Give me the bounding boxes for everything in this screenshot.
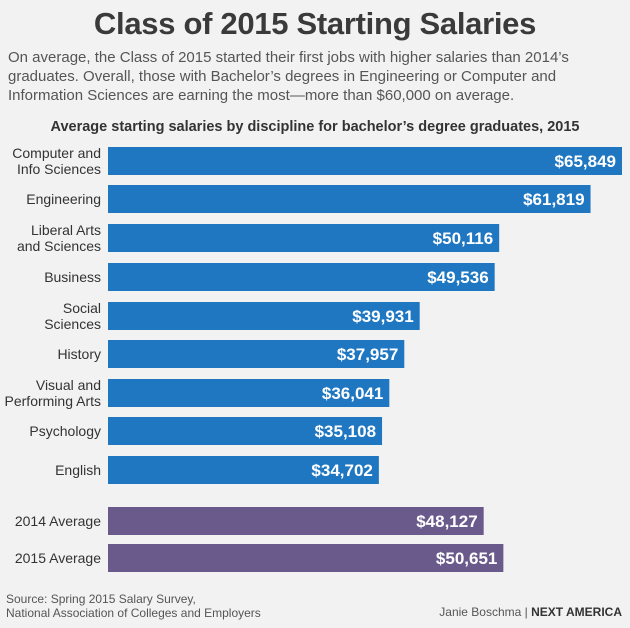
credit-author: Janie Boschma [439, 605, 522, 619]
bar-6 [108, 379, 390, 407]
category-label: Psychology [29, 423, 101, 439]
category-label: 2015 Average [15, 550, 101, 566]
bar-value-label: $39,931 [352, 307, 413, 326]
bar-chart: $65,849 Computer and Info Sciences $61,819 E… [5, 145, 622, 572]
credit-line: Janie Boschma | NEXT AMERICA [439, 605, 622, 619]
bar-8 [108, 456, 379, 484]
category-label: Liberal Arts and Sciences [17, 222, 101, 254]
bar-value-label: $50,651 [436, 549, 497, 568]
bar-9 [108, 507, 484, 535]
category-label: 2014 Average [15, 513, 101, 529]
bar-value-label: $36,041 [322, 384, 383, 403]
bar-2 [108, 224, 500, 252]
source-note: Source: Spring 2015 Salary Survey, Natio… [6, 592, 261, 620]
page-subtitle: On average, the Class of 2015 started th… [8, 49, 569, 104]
category-label: Social Sciences [44, 300, 101, 332]
credit-brand: NEXT AMERICA [531, 605, 622, 619]
bar-value-label: $35,108 [315, 422, 376, 441]
category-label: Business [44, 269, 101, 285]
source-line-1: Source: Spring 2015 Salary Survey, [6, 592, 196, 606]
bar-7 [108, 417, 383, 445]
chart-title: Average starting salaries by discipline … [50, 119, 580, 135]
bar-3 [108, 263, 495, 291]
category-label: Computer and Info Sciences [12, 145, 101, 177]
bar-value-label: $34,702 [311, 461, 372, 480]
bar-value-label: $65,849 [555, 152, 616, 171]
bar-value-label: $61,819 [523, 190, 584, 209]
credit-separator: | [521, 605, 532, 619]
bar-4 [108, 302, 420, 330]
bar-1 [108, 185, 591, 213]
category-label: History [57, 346, 101, 362]
bar-10 [108, 544, 504, 572]
bar-value-label: $49,536 [427, 268, 488, 287]
page-title: Class of 2015 Starting Salaries [93, 6, 537, 41]
bar-5 [108, 340, 405, 368]
source-line-2: National Association of Colleges and Emp… [6, 606, 261, 620]
bar-value-label: $48,127 [416, 512, 477, 531]
category-label: Visual and Performing Arts [5, 377, 101, 409]
bar-value-label: $50,116 [433, 229, 494, 248]
category-label: Engineering [26, 191, 101, 207]
bar-value-label: $37,957 [337, 345, 398, 364]
bar-0 [108, 147, 622, 175]
category-label: English [55, 462, 101, 478]
